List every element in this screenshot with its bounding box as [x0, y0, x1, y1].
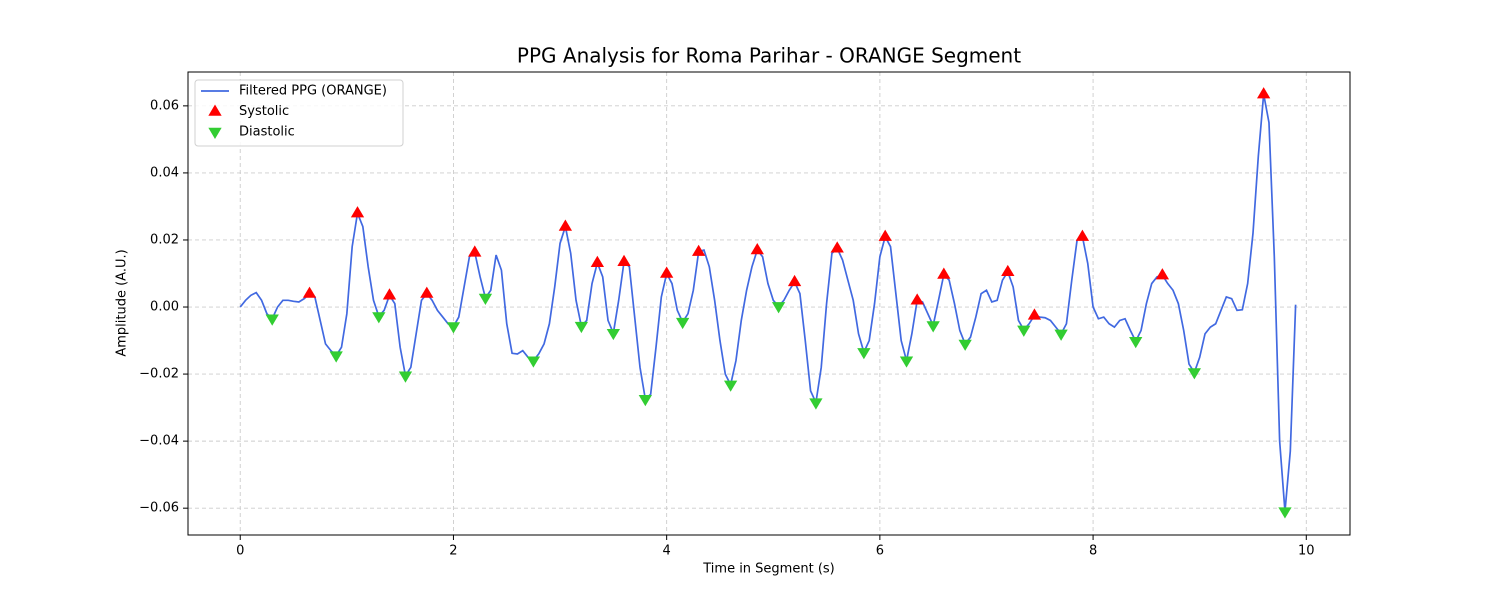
y-tick-label: −0.06 — [139, 501, 179, 516]
x-tick-label: 2 — [449, 544, 457, 559]
peak-marker — [910, 293, 924, 305]
peak-marker — [1187, 368, 1202, 380]
peak-marker — [558, 219, 573, 231]
peak-marker — [350, 206, 365, 218]
y-tick-label: −0.02 — [139, 367, 179, 382]
peak-marker — [617, 254, 631, 266]
peak-marker — [1256, 87, 1271, 99]
peak-marker — [398, 371, 413, 383]
peak-marker — [1155, 268, 1170, 280]
peak-marker — [382, 288, 397, 300]
x-tick-label: 4 — [663, 544, 671, 559]
peak-marker — [372, 312, 386, 324]
legend-label: Systolic — [239, 104, 289, 119]
peak-marker — [937, 267, 951, 279]
y-tick-label: −0.04 — [139, 434, 179, 449]
peak-marker — [857, 348, 871, 360]
legend-marker — [208, 127, 222, 139]
peak-marker — [660, 266, 674, 278]
peak-marker — [926, 321, 940, 333]
peak-marker — [675, 317, 690, 330]
peak-marker — [958, 339, 972, 351]
y-tick-label: 0.02 — [150, 232, 179, 247]
legend-label: Diastolic — [239, 125, 295, 140]
peak-marker — [1075, 229, 1090, 241]
peak-marker — [302, 286, 317, 298]
chart-title: PPG Analysis for Roma Parihar - ORANGE S… — [517, 44, 1021, 68]
peak-marker — [574, 321, 589, 334]
peak-marker — [771, 302, 786, 314]
peak-marker — [606, 328, 621, 341]
peak-marker — [265, 314, 279, 326]
legend-label: Filtered PPG (ORANGE) — [239, 84, 387, 99]
peak-marker — [590, 255, 605, 267]
peak-marker — [478, 293, 493, 305]
peak-marker — [750, 243, 764, 255]
x-tick-label: 10 — [1298, 544, 1315, 559]
peak-marker — [1054, 329, 1068, 341]
legend-box — [194, 79, 404, 147]
peak-marker — [420, 286, 434, 298]
peak-marker — [723, 380, 738, 392]
peak-marker — [1027, 308, 1042, 320]
peak-marker — [899, 356, 914, 368]
peak-marker — [691, 244, 706, 256]
x-tick-label: 6 — [876, 544, 884, 559]
peak-marker — [787, 274, 802, 287]
ppg-line — [239, 93, 1297, 512]
x-axis-label: Time in Segment (s) — [702, 562, 834, 577]
peak-marker — [1017, 325, 1031, 337]
peak-marker — [1001, 264, 1015, 277]
y-tick-label: 0.04 — [150, 165, 179, 180]
x-tick-label: 0 — [236, 544, 244, 559]
y-tick-label: 0.06 — [150, 98, 179, 113]
peak-marker — [1278, 507, 1292, 519]
plot-frame — [187, 71, 1351, 536]
peak-marker — [526, 356, 541, 368]
peak-marker — [329, 351, 343, 363]
peak-marker — [830, 241, 844, 253]
peak-marker — [638, 395, 652, 407]
y-axis-label: Amplitude (A.U.) — [115, 249, 130, 356]
peak-marker — [878, 229, 892, 241]
y-tick-label: 0.00 — [150, 300, 179, 315]
peak-marker — [446, 322, 461, 334]
legend-marker — [208, 104, 222, 116]
peak-marker — [809, 398, 823, 410]
peak-marker — [1129, 337, 1143, 349]
peak-marker — [468, 245, 482, 257]
x-tick-label: 8 — [1089, 544, 1097, 559]
